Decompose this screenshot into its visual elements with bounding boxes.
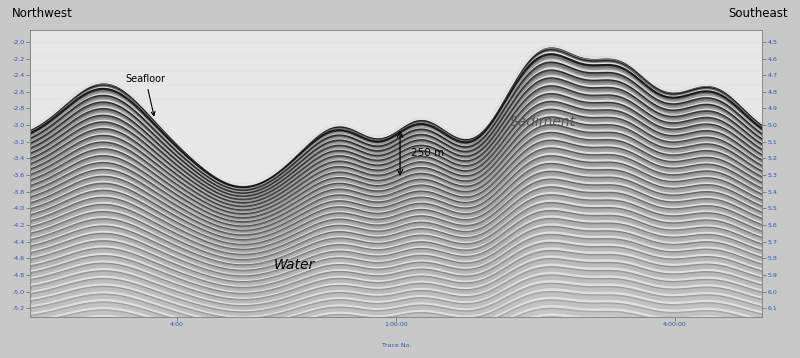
Text: Water: Water bbox=[274, 258, 314, 272]
Text: 250 m: 250 m bbox=[411, 148, 444, 158]
Text: Northwest: Northwest bbox=[12, 7, 73, 20]
Text: Trace No.: Trace No. bbox=[382, 343, 411, 348]
Text: Sediment: Sediment bbox=[510, 115, 576, 129]
Text: Seafloor: Seafloor bbox=[126, 74, 166, 116]
Text: Southeast: Southeast bbox=[728, 7, 788, 20]
